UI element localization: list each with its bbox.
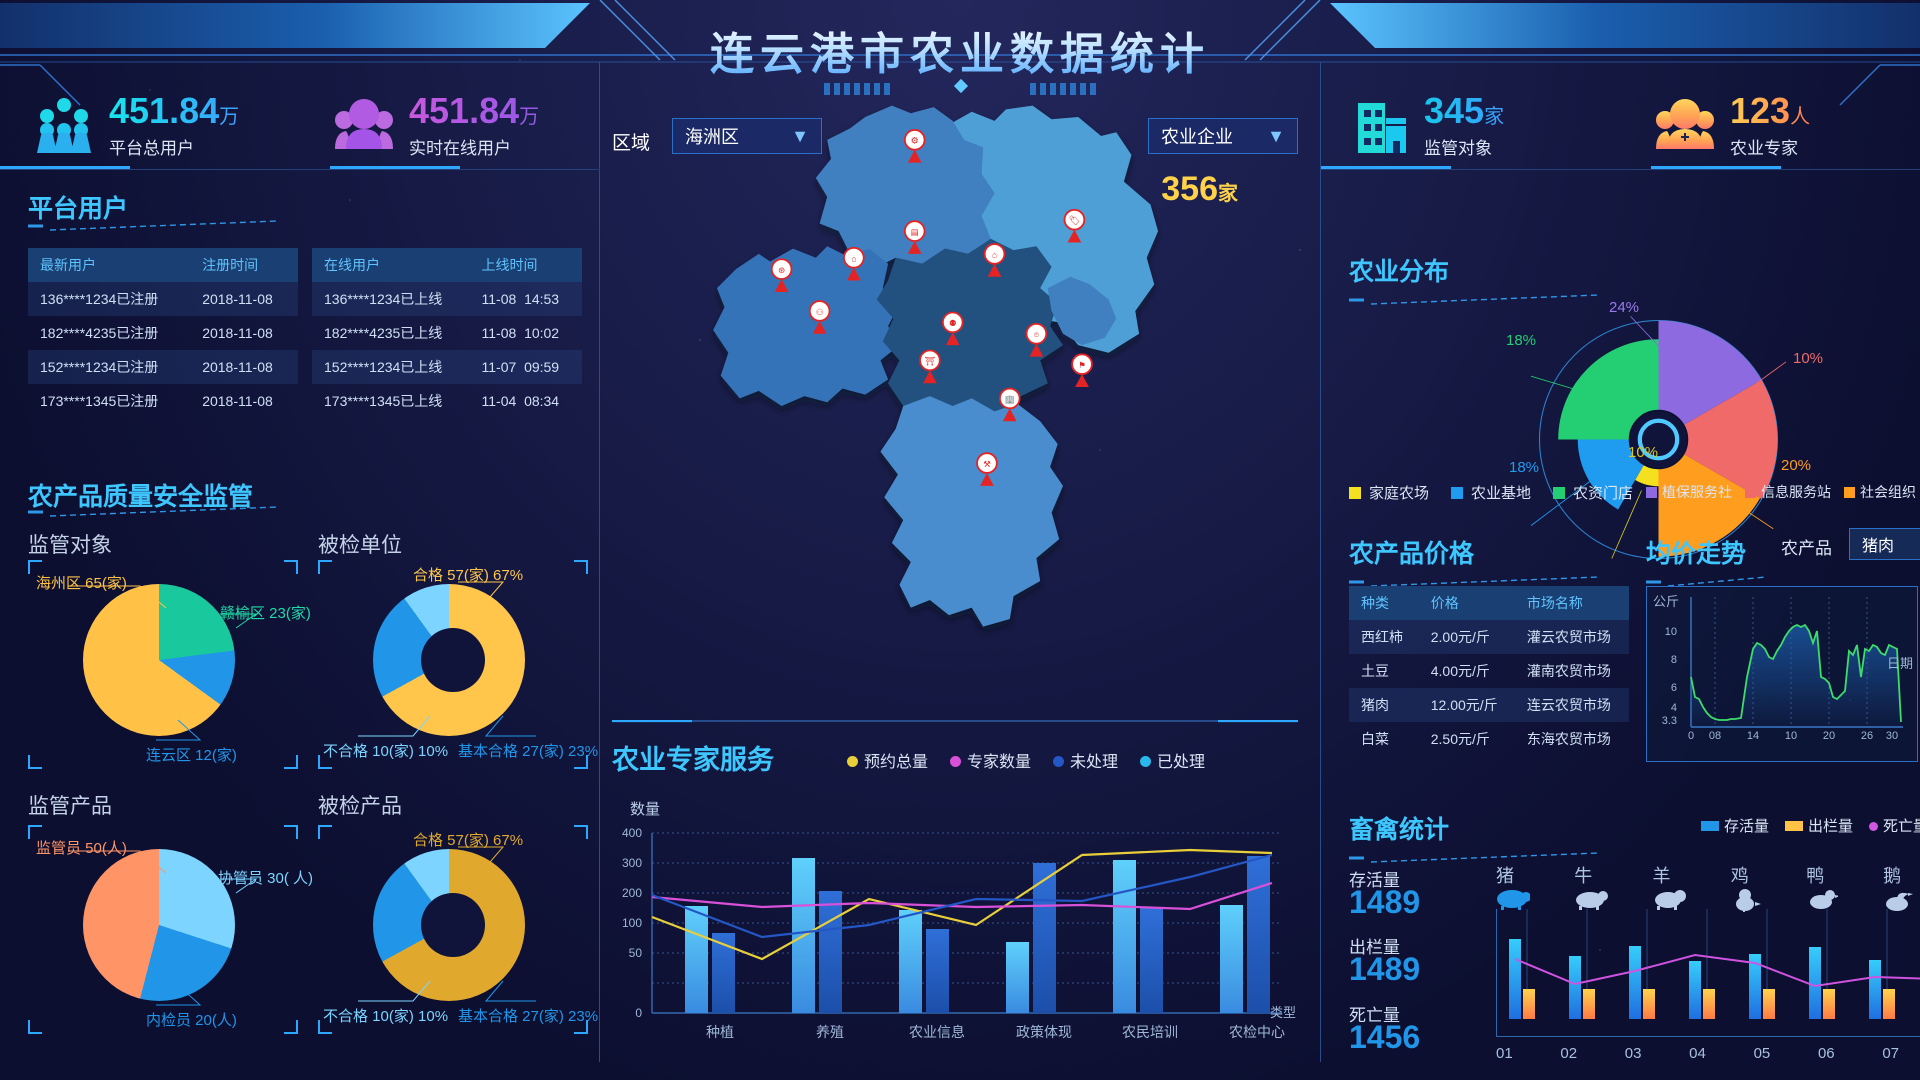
svg-text:20: 20	[1823, 730, 1835, 742]
svg-text:0: 0	[1688, 730, 1694, 742]
svg-text:30: 30	[1886, 730, 1898, 742]
svg-text:⌂: ⌂	[992, 250, 997, 260]
svg-text:养殖: 养殖	[816, 1024, 844, 1040]
svg-text:⛩: ⛩	[925, 356, 936, 366]
svg-text:⊛: ⊛	[778, 265, 785, 275]
svg-text:种植: 种植	[706, 1024, 734, 1040]
svg-text:400: 400	[622, 826, 642, 840]
svg-text:农民培训: 农民培训	[1122, 1024, 1178, 1040]
svg-text:⌾: ⌾	[1034, 330, 1039, 340]
svg-text:10: 10	[1665, 626, 1677, 638]
svg-text:08: 08	[1709, 730, 1721, 742]
svg-text:0: 0	[635, 1006, 642, 1020]
svg-text:26: 26	[1861, 730, 1873, 742]
svg-text:类型: 类型	[1270, 1005, 1296, 1020]
svg-text:⚇: ⚇	[816, 307, 824, 317]
svg-text:300: 300	[622, 856, 642, 870]
svg-text:▤: ▤	[911, 227, 919, 237]
svg-text:200: 200	[622, 886, 642, 900]
svg-text:⚒: ⚒	[983, 459, 991, 469]
svg-text:⚙: ⚙	[911, 136, 919, 146]
svg-text:100: 100	[622, 916, 642, 930]
svg-text:8: 8	[1671, 654, 1677, 666]
svg-text:6: 6	[1671, 682, 1677, 694]
svg-text:⌂: ⌂	[851, 254, 856, 264]
svg-text:政策体现: 政策体现	[1016, 1024, 1072, 1040]
svg-text:⚑: ⚑	[1078, 360, 1085, 370]
svg-text:🏢: 🏢	[1005, 394, 1015, 404]
svg-text:50: 50	[629, 946, 643, 960]
svg-text:10: 10	[1785, 730, 1797, 742]
svg-text:3.3: 3.3	[1662, 715, 1677, 727]
svg-text:农检中心: 农检中心	[1229, 1024, 1285, 1040]
svg-text:🏷: 🏷	[1069, 215, 1081, 225]
svg-text:4: 4	[1671, 702, 1677, 714]
svg-text:农业信息: 农业信息	[909, 1024, 965, 1040]
svg-text:14: 14	[1747, 730, 1759, 742]
svg-text:⚉: ⚉	[949, 318, 956, 328]
